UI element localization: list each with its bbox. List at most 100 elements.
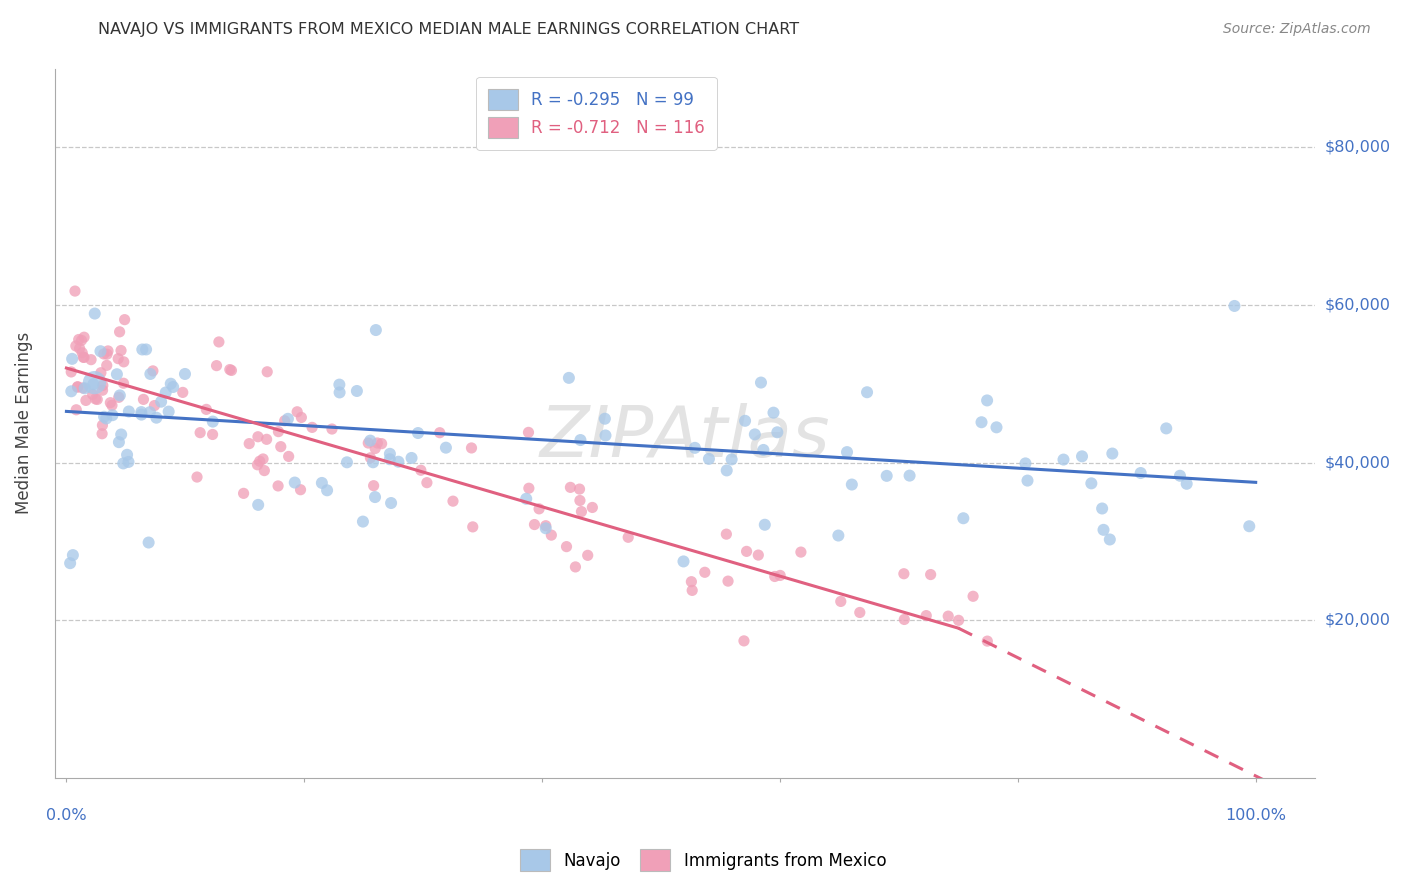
Point [827,528,849,542]
Point [595,428,617,442]
Point [716,463,738,477]
Point [138,535,160,549]
Text: $60,000: $60,000 [1324,298,1391,312]
Point [129,405,152,419]
Point [91,378,114,392]
Point [256,365,278,379]
Text: $40,000: $40,000 [1324,455,1391,470]
Point [238,436,260,450]
Point [769,568,792,582]
Point [576,549,599,563]
Point [361,455,384,469]
Point [232,486,254,500]
Point [73,381,96,395]
Point [96,359,118,373]
Point [352,515,374,529]
Point [107,390,129,404]
Point [316,483,339,498]
Point [75,393,97,408]
Point [416,475,439,490]
Point [515,491,537,506]
Point [364,442,387,456]
Point [329,385,352,400]
Point [162,380,184,394]
Point [252,452,274,467]
Point [1052,452,1074,467]
Point [174,367,197,381]
Point [370,436,392,450]
Point [70,334,93,348]
Point [86,392,108,407]
Point [328,377,350,392]
Point [246,430,269,444]
Point [145,410,167,425]
Point [1071,450,1094,464]
Point [59,556,82,570]
Point [752,442,775,457]
Point [142,364,165,378]
Point [1092,523,1115,537]
Point [681,574,703,589]
Point [763,569,786,583]
Point [69,342,91,356]
Point [1017,474,1039,488]
Point [558,371,581,385]
Point [150,394,173,409]
Point [1168,468,1191,483]
Point [96,347,118,361]
Point [357,436,380,450]
Point [101,398,124,412]
Point [681,583,703,598]
Point [952,511,974,525]
Point [378,452,401,467]
Point [733,633,755,648]
Legend: Navajo, Immigrants from Mexico: Navajo, Immigrants from Mexico [512,841,894,880]
Point [115,448,138,462]
Point [406,425,429,440]
Point [97,343,120,358]
Point [527,501,550,516]
Point [277,450,299,464]
Point [766,425,789,440]
Point [364,323,387,337]
Point [143,399,166,413]
Point [285,405,308,419]
Point [1014,457,1036,471]
Point [970,415,993,429]
Point [157,404,180,418]
Point [359,434,381,448]
Point [107,351,129,366]
Point [112,355,135,369]
Point [749,376,772,390]
Text: $20,000: $20,000 [1324,613,1391,628]
Point [555,540,578,554]
Point [247,498,270,512]
Point [110,343,132,358]
Point [195,402,218,417]
Point [716,527,738,541]
Point [205,359,228,373]
Point [253,464,276,478]
Point [65,402,87,417]
Point [112,457,135,471]
Point [311,475,333,490]
Point [359,450,381,465]
Point [1154,421,1177,435]
Point [856,385,879,400]
Point [976,393,998,408]
Point [301,420,323,434]
Point [387,455,409,469]
Point [568,493,591,508]
Point [720,452,742,467]
Point [744,427,766,442]
Text: ZIPAtlas: ZIPAtlas [540,403,830,472]
Point [1129,466,1152,480]
Point [429,425,451,440]
Text: $80,000: $80,000 [1324,140,1391,155]
Point [683,441,706,455]
Point [201,427,224,442]
Point [65,339,87,353]
Point [70,345,93,359]
Point [101,408,124,422]
Point [290,410,312,425]
